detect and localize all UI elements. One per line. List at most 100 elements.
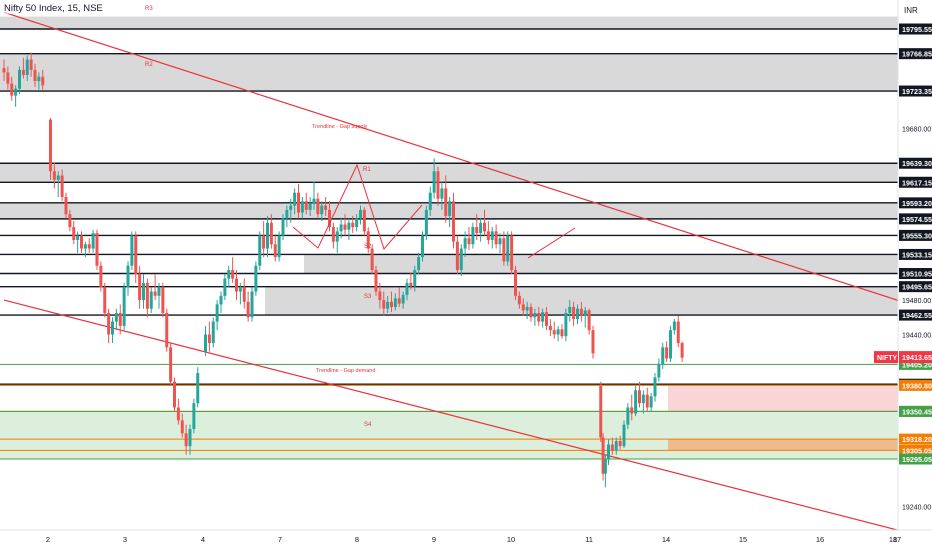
time-label: 2 bbox=[46, 535, 50, 544]
currency-label[interactable]: INR bbox=[904, 6, 918, 15]
candle-body bbox=[421, 235, 424, 258]
candle-body bbox=[362, 209, 366, 232]
time-label: 9 bbox=[432, 535, 436, 544]
candle-body bbox=[471, 227, 475, 245]
level-label-box bbox=[899, 444, 932, 456]
time-label: 14 bbox=[662, 535, 670, 544]
candle-body bbox=[641, 394, 645, 404]
candle-body bbox=[114, 312, 118, 322]
time-label: 7 bbox=[278, 535, 282, 544]
candle-body bbox=[242, 287, 246, 302]
candle-body bbox=[126, 265, 130, 288]
candle-body bbox=[401, 294, 405, 304]
candle-body bbox=[60, 175, 64, 198]
pattern-drawings bbox=[292, 163, 576, 259]
annotation-r2: R2 bbox=[145, 62, 153, 68]
candle-body bbox=[490, 231, 494, 240]
symbol-tag-box bbox=[874, 351, 898, 364]
price-tick-label: 19480.00 bbox=[902, 298, 931, 305]
candle-body bbox=[541, 312, 545, 322]
level-label: 19405.20 bbox=[902, 360, 932, 369]
zone-supply bbox=[0, 163, 898, 183]
trendline-demand bbox=[3, 299, 919, 537]
time-label: 17 bbox=[893, 535, 901, 544]
candle-body bbox=[374, 270, 378, 292]
current-price-label: 19413.65 bbox=[902, 353, 932, 362]
zone-orange bbox=[668, 439, 898, 451]
time-label: 8 bbox=[355, 535, 359, 544]
candle-body bbox=[514, 270, 517, 296]
candle-body bbox=[72, 227, 76, 240]
candle-body bbox=[215, 304, 219, 322]
candle-body bbox=[266, 222, 269, 249]
level-label-box bbox=[899, 433, 932, 445]
candle-body bbox=[610, 444, 614, 451]
candle-body bbox=[122, 287, 126, 326]
level-label: 19295.05 bbox=[902, 455, 932, 464]
candle-body bbox=[250, 291, 254, 318]
candle-body bbox=[134, 235, 138, 275]
candle-body bbox=[289, 205, 293, 210]
candle-body bbox=[227, 270, 231, 279]
candle-body bbox=[634, 390, 638, 414]
candle-body bbox=[262, 235, 266, 249]
candle-body bbox=[576, 308, 579, 320]
candle-body bbox=[653, 377, 657, 397]
candle-body bbox=[196, 373, 200, 404]
candle-body bbox=[548, 325, 552, 331]
level-label-box bbox=[899, 309, 932, 321]
candle-body bbox=[393, 298, 397, 307]
candle-body bbox=[308, 203, 312, 210]
level-label: 19795.55 bbox=[902, 25, 932, 34]
candle-body bbox=[382, 300, 386, 309]
symbol-tag: NIFTY bbox=[877, 355, 898, 362]
candle-body bbox=[669, 330, 672, 359]
candle-body bbox=[359, 209, 362, 219]
candle-body bbox=[103, 287, 107, 313]
candle-body bbox=[601, 437, 605, 474]
time-label: 11 bbox=[585, 535, 593, 544]
candle-body bbox=[564, 312, 568, 337]
candle-body bbox=[366, 231, 370, 249]
candle-body bbox=[33, 69, 37, 82]
candle-body bbox=[432, 171, 436, 193]
price-tick-label: 19240.00 bbox=[902, 504, 931, 511]
time-label: 18 bbox=[889, 535, 897, 544]
candle-body bbox=[219, 295, 223, 305]
level-label: 19766.85 bbox=[902, 50, 932, 59]
candle-body bbox=[428, 192, 432, 210]
candle-body bbox=[83, 244, 87, 249]
candle-body bbox=[173, 381, 176, 408]
r1-pattern-line bbox=[292, 163, 423, 251]
candle-body bbox=[297, 192, 300, 213]
candle-body bbox=[525, 306, 529, 311]
symbol-title[interactable]: Nifty 50 Index, 15, NSE bbox=[4, 3, 103, 14]
level-label-box bbox=[899, 23, 932, 35]
candle-body bbox=[76, 235, 80, 240]
candle-body bbox=[165, 312, 169, 348]
candle-body bbox=[37, 76, 41, 82]
candle-body bbox=[293, 192, 297, 206]
candle-body bbox=[479, 222, 483, 234]
candle-body bbox=[483, 222, 486, 232]
level-label-box bbox=[899, 358, 932, 370]
candle-body bbox=[603, 459, 607, 474]
candle-body bbox=[49, 119, 52, 172]
level-label: 19350.45 bbox=[902, 407, 932, 416]
level-label: 19318.20 bbox=[902, 435, 932, 444]
candle-body bbox=[56, 175, 60, 180]
candle-body bbox=[29, 59, 33, 70]
candle-body bbox=[452, 201, 455, 242]
level-label-box bbox=[899, 405, 932, 417]
candle-body bbox=[331, 227, 335, 242]
level-label-box bbox=[899, 85, 932, 97]
candle-body bbox=[556, 329, 560, 335]
candle-body bbox=[2, 68, 6, 73]
annotation-demand: Trendline - Gap demand bbox=[316, 368, 375, 374]
candle-body bbox=[498, 238, 502, 245]
price-axis-ticks: 19680.00 19480.00 19440.00 19240.00 bbox=[902, 126, 931, 511]
candle-body bbox=[130, 235, 134, 266]
candle-body bbox=[254, 265, 258, 292]
candle-body bbox=[680, 343, 684, 358]
